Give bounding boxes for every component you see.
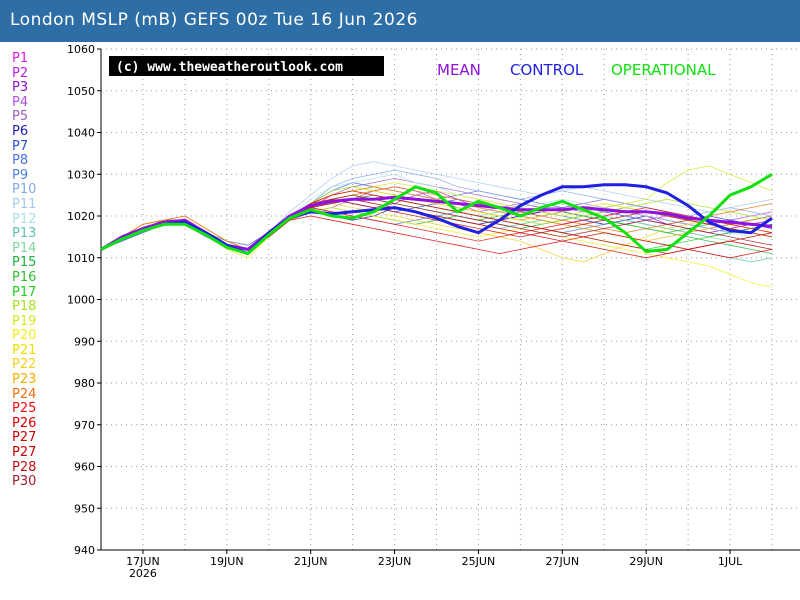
x-tick-label: 17JUN [126,555,160,568]
y-tick-label: 980 [74,377,95,390]
legend-member-p11: P11 [12,196,37,212]
legend-member-p1: P1 [12,51,29,66]
series-line-operational [100,173,773,256]
y-tick-label: 940 [74,544,95,557]
legend-member-p26: P26 [12,415,37,431]
legend-member-p3: P3 [12,80,29,96]
title-bar: London MSLP (mB) GEFS 00z Tue 16 Jun 202… [0,0,800,42]
legend-member-p23: P23 [12,372,37,388]
legend-member-p13: P13 [12,226,37,242]
y-tick-label: 990 [74,335,95,348]
x-tick-label: 23JUN [378,555,412,568]
legend-member-p20: P20 [12,328,37,344]
legend-member-p4: P4 [12,94,29,110]
legend-member-p5: P5 [12,109,29,125]
legend-operational: OPERATIONAL [611,61,716,79]
watermark-text: (c) www.theweatheroutlook.com [116,60,343,75]
x-tick-sublabel: 2026 [129,567,157,580]
legend-member-p27: P27 [12,445,37,461]
legend-member-p22: P22 [12,357,37,373]
legend-member-p28: P28 [12,459,37,475]
y-tick-label: 1060 [67,43,95,56]
legend-member-p19: P19 [12,313,37,329]
series-line-p27 [100,215,773,259]
legend-member-p27: P27 [12,430,37,446]
legend-member-p21: P21 [12,342,37,358]
watermark-box [109,56,384,76]
y-tick-label: 960 [74,461,95,474]
x-tick-label: 27JUN [546,555,580,568]
legend-control: CONTROL [510,61,584,79]
y-tick-label: 1030 [67,168,95,181]
y-tick-label: 1050 [67,85,95,98]
y-tick-label: 1040 [67,127,95,140]
y-tick-label: 1020 [67,210,95,223]
member-legend: P1 P2 P3 P4 P5 P6 P7 P8 P9 P10 P11 P12 P13 P14 P15 P16 P… [12,51,52,490]
x-tick-label: 29JUN [629,555,663,568]
series-line-p24 [100,186,773,250]
legend-member-p17: P17 [12,284,37,300]
legend-member-p15: P15 [12,255,37,271]
y-tick-label: 970 [74,419,95,432]
chart-title: London MSLP (mB) GEFS 00z Tue 16 Jun 202… [10,10,418,30]
legend-member-p25: P25 [12,401,37,417]
y-tick-label: 1000 [67,294,95,307]
series-line-control [100,183,773,256]
legend-member-p30: P30 [12,474,37,490]
y-tick-label: 950 [74,502,95,515]
legend-member-p6: P6 [12,123,29,139]
legend-mean: MEAN [437,61,481,79]
y-tick-label: 1010 [67,252,95,265]
legend-member-p9: P9 [12,167,29,183]
legend-member-p18: P18 [12,299,37,315]
legend-member-p7: P7 [12,138,29,154]
x-tick-label: 21JUN [294,555,328,568]
legend-member-p24: P24 [12,386,37,402]
legend-member-p10: P10 [12,182,37,198]
legend-member-p14: P14 [12,240,37,256]
x-tick-label: 25JUN [462,555,496,568]
legend-member-p2: P2 [12,65,29,81]
x-tick-label: 1JUL [718,555,743,568]
legend-member-p16: P16 [12,269,37,285]
legend-member-p12: P12 [12,211,37,227]
x-tick-label: 19JUN [210,555,244,568]
legend-member-p8: P8 [12,153,29,169]
